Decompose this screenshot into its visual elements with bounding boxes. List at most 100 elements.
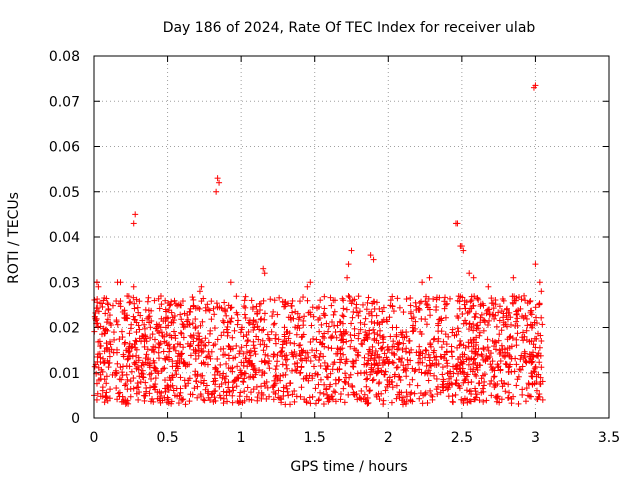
data-point [380, 397, 387, 404]
data-point [176, 341, 183, 348]
data-point [246, 317, 253, 324]
data-point [151, 297, 158, 304]
data-point [516, 294, 523, 301]
data-point [271, 320, 278, 327]
data-point [113, 370, 120, 377]
data-point [155, 355, 162, 362]
data-point [528, 324, 535, 331]
data-point [508, 395, 515, 402]
data-point [244, 338, 251, 345]
data-point [253, 383, 260, 390]
data-point [533, 387, 540, 394]
data-point [346, 374, 353, 381]
data-point [96, 376, 103, 383]
data-point [462, 305, 469, 312]
data-point [177, 374, 184, 381]
data-point [166, 332, 173, 339]
data-point [423, 321, 430, 328]
data-point [94, 296, 101, 303]
data-point [220, 388, 227, 395]
data-point [270, 389, 277, 396]
data-point [361, 361, 368, 368]
data-point [364, 299, 371, 306]
data-point [214, 175, 221, 182]
data-point [457, 341, 464, 348]
data-point [369, 377, 376, 384]
data-point [396, 304, 403, 311]
data-point [450, 399, 457, 406]
data-point [450, 370, 457, 377]
data-point [351, 325, 358, 332]
data-point [130, 283, 137, 290]
data-point [194, 383, 201, 390]
data-point [95, 351, 102, 358]
data-point [532, 364, 539, 371]
data-point [193, 378, 200, 385]
data-point [387, 333, 394, 340]
data-point [94, 358, 101, 365]
data-point [177, 389, 184, 396]
data-point [472, 359, 479, 366]
data-point [490, 373, 497, 380]
data-point [346, 294, 353, 301]
data-point [191, 385, 198, 392]
data-point [126, 340, 133, 347]
data-point [353, 304, 360, 311]
data-point [264, 331, 271, 338]
data-point [245, 358, 252, 365]
data-point [470, 343, 477, 350]
data-point [400, 362, 407, 369]
data-point [371, 335, 378, 342]
data-point [238, 344, 245, 351]
data-point [438, 344, 445, 351]
data-point [284, 356, 291, 363]
data-point [495, 337, 502, 344]
data-point [480, 346, 487, 353]
data-point [355, 312, 362, 319]
data-point [386, 314, 393, 321]
data-point [195, 352, 202, 359]
data-point [538, 314, 545, 321]
data-point [130, 375, 137, 382]
data-point [362, 315, 369, 322]
data-point [169, 372, 176, 379]
data-point [276, 395, 283, 402]
data-point [465, 339, 472, 346]
data-point [165, 383, 172, 390]
data-point [343, 338, 350, 345]
data-point [402, 400, 409, 407]
data-point [178, 316, 185, 323]
data-point [268, 328, 275, 335]
data-point [340, 336, 347, 343]
data-point [259, 337, 266, 344]
data-point [133, 319, 140, 326]
data-point [516, 366, 523, 373]
data-point [457, 337, 464, 344]
data-point [306, 394, 313, 401]
data-point [108, 321, 115, 328]
data-point [321, 293, 328, 300]
data-point [165, 387, 172, 394]
data-point [317, 362, 324, 369]
data-point [468, 340, 475, 347]
data-point [358, 340, 365, 347]
data-point [149, 331, 156, 338]
data-point [514, 322, 521, 329]
data-point [374, 369, 381, 376]
data-point [304, 297, 311, 304]
data-point [513, 336, 520, 343]
data-point [151, 336, 158, 343]
data-point [355, 293, 362, 300]
data-point [292, 324, 299, 331]
data-point [229, 334, 236, 341]
data-point [168, 298, 175, 305]
data-point [333, 350, 340, 357]
data-point [174, 302, 181, 309]
data-point [466, 308, 473, 315]
y-tick-label: 0.08 [49, 49, 80, 65]
data-point [483, 397, 490, 404]
data-point [181, 359, 188, 366]
data-point [537, 374, 544, 381]
data-point [144, 315, 151, 322]
